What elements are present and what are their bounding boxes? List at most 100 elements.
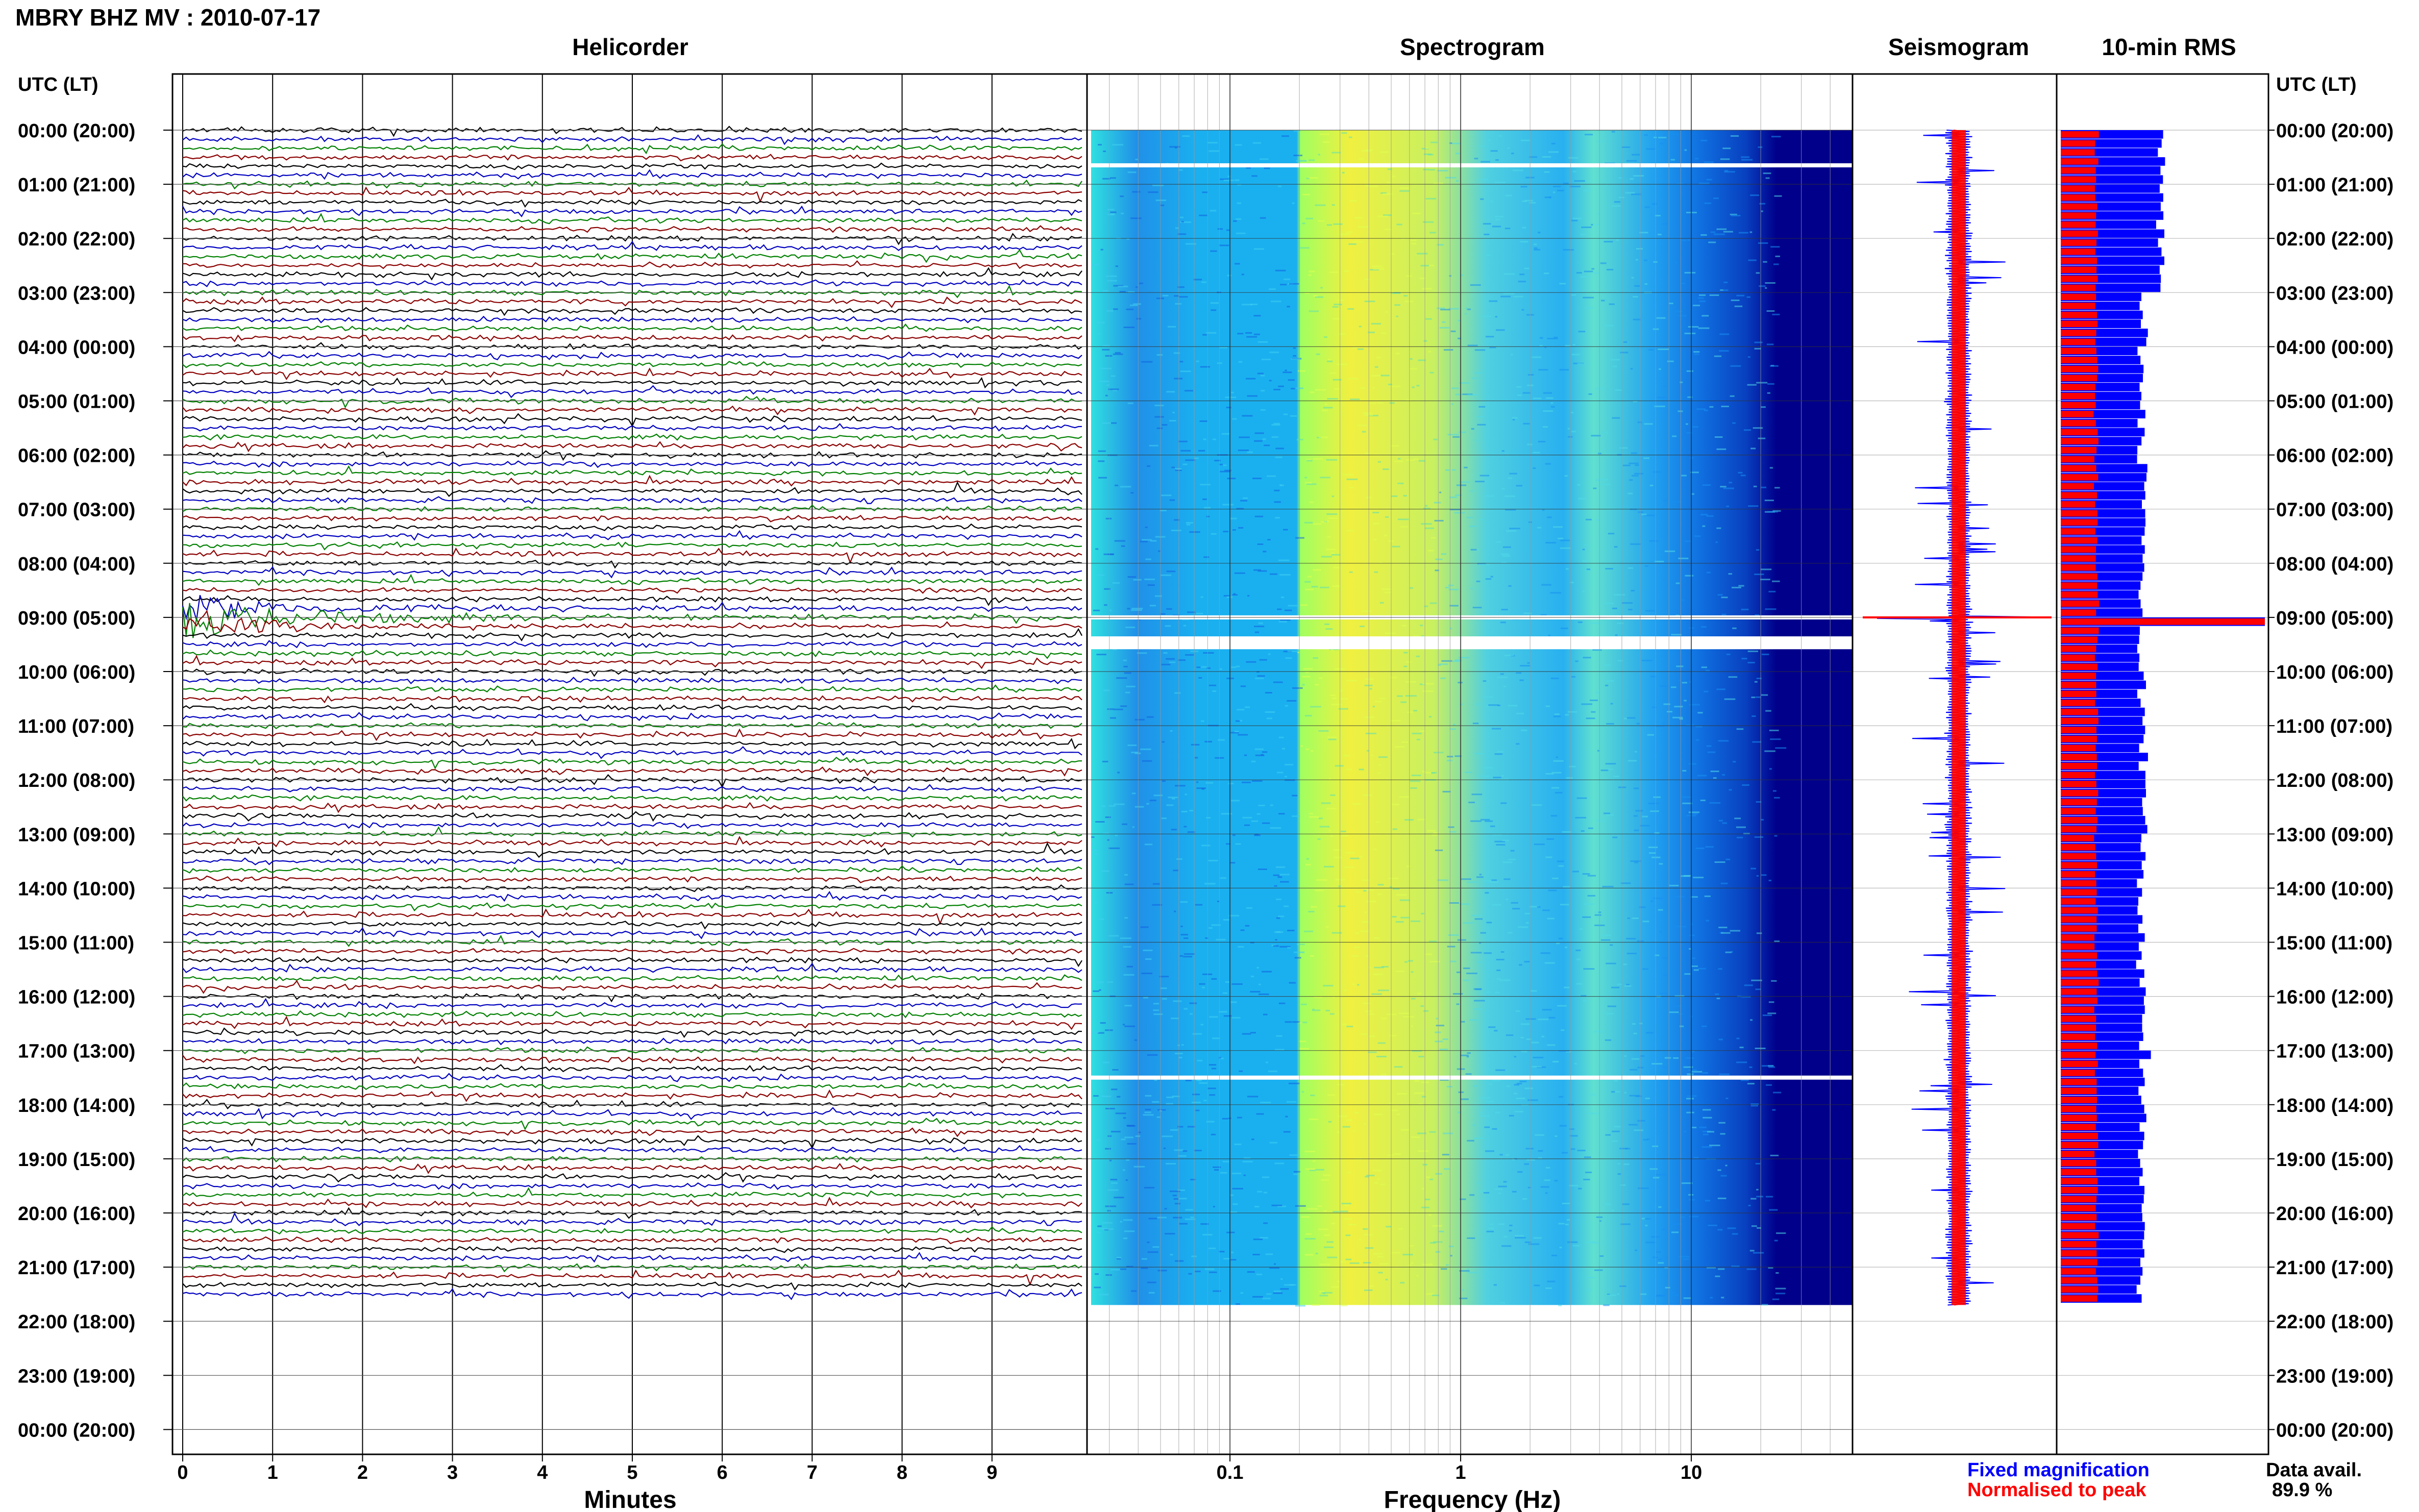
spectrogram-cell	[1441, 553, 1447, 555]
rms-normalised-bar	[2061, 1132, 2098, 1139]
spectrogram-cell	[1273, 388, 1280, 390]
spectrogram-cell	[1684, 332, 1696, 334]
helicorder-trace	[182, 1135, 1082, 1149]
spectrogram-cell	[1690, 896, 1698, 898]
spectrogram-cell	[1682, 796, 1691, 798]
spectrogram-cell	[1551, 772, 1562, 774]
spectrogram-cell	[1260, 375, 1265, 377]
spectrogram-cell	[1334, 856, 1342, 858]
spectrogram-cell	[1182, 135, 1190, 137]
spectrogram-cell	[1302, 193, 1310, 195]
spectrogram-cell	[1130, 492, 1134, 494]
spectrogram-cell	[1596, 820, 1606, 822]
spectrogram-cell	[1548, 1017, 1556, 1019]
spectrogram-cell	[1280, 1278, 1283, 1280]
spectrogram-cell	[1719, 1073, 1730, 1075]
spectrogram-cell	[1635, 751, 1637, 753]
spectrogram-cell	[1488, 139, 1491, 141]
spectrogram-cell	[1559, 1125, 1567, 1127]
spectrogram-cell	[1275, 448, 1285, 450]
spectrogram-cell	[1686, 1057, 1694, 1059]
spectrogram-cell	[1417, 253, 1428, 255]
spectrogram-cell	[1691, 1051, 1695, 1053]
helicorder-xlabel: Minutes	[584, 1486, 676, 1512]
spectrogram-cell	[1225, 396, 1236, 399]
spectrogram-cell	[1540, 952, 1550, 954]
helicorder-trace	[182, 267, 1082, 281]
spectrogram-cell	[1102, 290, 1108, 292]
spectrogram-cell	[1638, 511, 1644, 513]
helicorder-trace	[182, 774, 1082, 788]
spectrogram-cell	[1219, 1251, 1225, 1253]
spectrogram-cell	[1377, 772, 1381, 774]
spectrogram-cell	[1584, 270, 1593, 272]
spectrogram-cell	[1572, 871, 1579, 873]
spectrogram-cell	[1122, 1024, 1125, 1026]
spectrogram-cell	[1442, 1038, 1448, 1040]
spectrogram-cell	[1612, 607, 1617, 609]
spectrogram-cell	[1356, 891, 1361, 893]
spectrogram-cell	[1190, 1217, 1194, 1219]
spectrogram-cell	[1421, 523, 1432, 525]
helicorder-trace	[182, 1015, 1082, 1030]
spectrogram-cell	[1318, 154, 1320, 156]
rms-normalised-bar	[2061, 988, 2097, 995]
spectrogram-cell	[1449, 509, 1461, 511]
spectrogram-cell	[1756, 1188, 1759, 1191]
spectrogram-cell	[1765, 177, 1770, 179]
rms-normalised-bar	[2061, 925, 2097, 932]
spectrogram-cell	[1585, 518, 1592, 520]
spectrogram-cell	[1405, 400, 1412, 401]
spectrogram-cell	[1443, 349, 1453, 351]
spectrogram-cell	[1149, 605, 1156, 607]
spectrogram-cell	[1471, 914, 1482, 916]
spectrogram-cell	[1658, 137, 1667, 139]
spectrogram-cell	[1518, 281, 1526, 283]
spectrogram-cell	[1274, 1263, 1276, 1265]
spectrogram-cell	[1611, 1209, 1614, 1211]
spectrogram-cell	[1736, 294, 1745, 296]
spectrogram-cell	[1220, 1057, 1224, 1059]
spectrogram-cell	[1319, 133, 1329, 135]
spectrogram-cell	[1299, 1048, 1309, 1050]
spectrogram-cell	[1521, 729, 1527, 731]
spectrogram-cell	[1447, 434, 1459, 436]
spectrogram-cell	[1144, 844, 1153, 846]
rms-normalised-bar	[2061, 131, 2099, 138]
spectrogram-cell	[1527, 1186, 1531, 1188]
spectrogram-cell	[1337, 1084, 1345, 1086]
spectrogram-cell	[1098, 450, 1106, 452]
spectrogram-cell	[1313, 1160, 1316, 1162]
spectrogram-cell	[1291, 358, 1301, 360]
spectrogram-cell	[1479, 518, 1484, 520]
spectrogram-cell	[1156, 354, 1163, 356]
spectrogram-cell	[1508, 932, 1513, 934]
spectrogram-cell	[1525, 922, 1529, 924]
spectrogram-cell	[1250, 1032, 1256, 1034]
spectrogram-cell	[1284, 1284, 1294, 1286]
helicorder-trace	[182, 738, 1082, 750]
spectrogram-cell	[1411, 920, 1421, 922]
helicorder-trace	[182, 980, 1082, 994]
spectrogram-cell	[1235, 263, 1240, 265]
spectrogram-cell	[1115, 265, 1118, 267]
spectrogram-cell	[1607, 1005, 1616, 1007]
spectrogram-cell	[1373, 539, 1377, 541]
spectrogram-cell	[1592, 649, 1602, 651]
spectrogram-cell	[1576, 272, 1582, 274]
rms-normalised-bar	[2061, 1124, 2096, 1130]
spectrogram-cell	[1649, 540, 1659, 542]
spectrogram-cell	[1246, 336, 1257, 338]
spectrogram-cell	[1124, 672, 1131, 674]
spectrogram-cell	[1210, 302, 1219, 304]
spectrogram-cell	[1710, 231, 1716, 233]
rms-normalised-bar	[2061, 402, 2096, 409]
spectrogram-cell	[1400, 701, 1407, 703]
spectrogram-cell	[1405, 681, 1416, 683]
spectrogram-cell	[1240, 929, 1245, 931]
spectrogram-cell	[1270, 804, 1273, 806]
spectrogram-cell	[1645, 1225, 1648, 1227]
spectrogram-cell	[1165, 625, 1171, 627]
spectrogram-cell	[1256, 1113, 1264, 1115]
spectrogram-cell	[1269, 1267, 1279, 1269]
